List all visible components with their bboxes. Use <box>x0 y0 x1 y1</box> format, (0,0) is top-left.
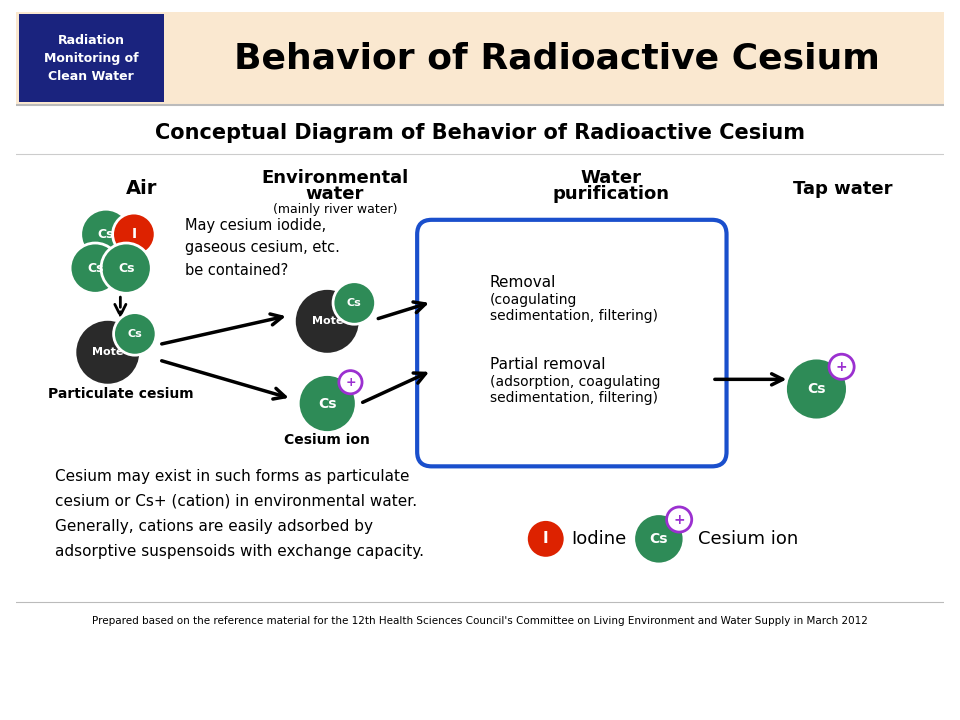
Text: cesium or Cs+ (cation) in environmental water.: cesium or Cs+ (cation) in environmental … <box>55 494 417 508</box>
Circle shape <box>829 354 854 379</box>
Circle shape <box>81 210 131 259</box>
Circle shape <box>299 374 356 433</box>
Text: (coagulating: (coagulating <box>490 293 577 307</box>
Circle shape <box>295 289 360 354</box>
Text: Removal: Removal <box>490 275 556 290</box>
Text: Iodine: Iodine <box>571 530 626 548</box>
Bar <box>19 14 164 102</box>
Text: Cesium ion: Cesium ion <box>698 530 798 548</box>
Text: Tap water: Tap water <box>793 180 892 198</box>
Text: +: + <box>346 376 356 389</box>
Circle shape <box>526 520 565 558</box>
Text: Cs: Cs <box>650 532 668 546</box>
Circle shape <box>339 371 362 394</box>
Text: Particulate cesium: Particulate cesium <box>48 387 193 401</box>
Text: Mote: Mote <box>312 316 343 326</box>
Text: Cesium ion: Cesium ion <box>284 433 371 447</box>
Text: Behavior of Radioactive Cesium: Behavior of Radioactive Cesium <box>234 41 880 76</box>
Text: adsorptive suspensoids with exchange capacity.: adsorptive suspensoids with exchange cap… <box>55 544 423 559</box>
Text: water: water <box>306 185 364 203</box>
Text: Cs: Cs <box>318 397 337 410</box>
Text: +: + <box>673 513 685 526</box>
Text: Water: Water <box>580 169 641 187</box>
FancyBboxPatch shape <box>418 220 727 467</box>
Text: purification: purification <box>552 185 669 203</box>
Circle shape <box>75 320 141 385</box>
Text: Prepared based on the reference material for the 12th Health Sciences Council's : Prepared based on the reference material… <box>92 616 868 626</box>
Text: Cs: Cs <box>98 228 114 240</box>
Text: (adsorption, coagulating: (adsorption, coagulating <box>490 375 660 390</box>
Text: I: I <box>543 531 548 546</box>
Text: Cs: Cs <box>128 329 142 339</box>
Circle shape <box>634 514 684 564</box>
Circle shape <box>113 312 156 355</box>
Text: Cs: Cs <box>807 382 826 396</box>
Text: Mote: Mote <box>92 347 124 357</box>
Text: Conceptual Diagram of Behavior of Radioactive Cesium: Conceptual Diagram of Behavior of Radioa… <box>155 123 805 143</box>
Text: Cs: Cs <box>118 261 134 274</box>
Circle shape <box>70 243 120 293</box>
Circle shape <box>112 213 156 256</box>
Circle shape <box>666 507 692 532</box>
Bar <box>16 12 944 104</box>
Text: Radiation
Monitoring of
Clean Water: Radiation Monitoring of Clean Water <box>44 34 138 83</box>
Text: Partial removal: Partial removal <box>490 357 605 372</box>
Text: Generally, cations are easily adsorbed by: Generally, cations are easily adsorbed b… <box>55 519 372 534</box>
Text: Cs: Cs <box>87 261 104 274</box>
Text: I: I <box>132 228 136 241</box>
Circle shape <box>101 243 152 293</box>
Text: Air: Air <box>126 179 157 199</box>
Text: May cesium iodide,
gaseous cesium, etc.
be contained?: May cesium iodide, gaseous cesium, etc. … <box>185 218 340 277</box>
Circle shape <box>333 282 375 324</box>
Text: sedimentation, filtering): sedimentation, filtering) <box>490 309 658 323</box>
Text: Cesium may exist in such forms as particulate: Cesium may exist in such forms as partic… <box>55 469 409 484</box>
Text: Cs: Cs <box>347 298 362 308</box>
Text: +: + <box>836 360 848 374</box>
Circle shape <box>785 358 848 420</box>
Text: sedimentation, filtering): sedimentation, filtering) <box>490 391 658 405</box>
Text: Environmental: Environmental <box>261 169 409 187</box>
Text: (mainly river water): (mainly river water) <box>273 202 397 216</box>
